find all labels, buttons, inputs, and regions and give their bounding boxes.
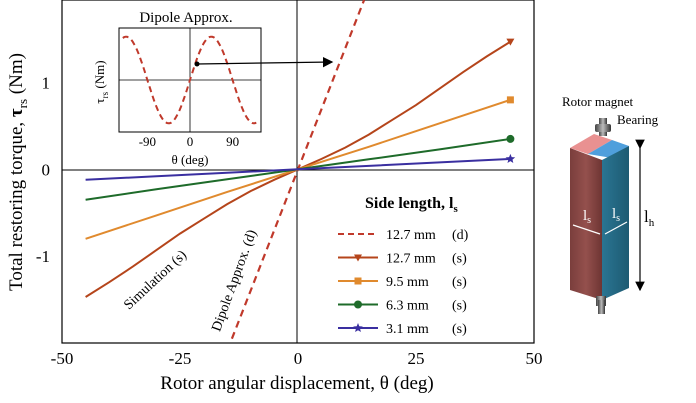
legend-label-2: 9.5 mm (386, 275, 429, 290)
legend-rows: 12.7 mm (d) 12.7 mm (s) 9.5 mm (s) 6.3 mm (s) 3.… (338, 228, 469, 337)
legend-label-3: 6.3 mm (386, 299, 429, 314)
ls-label-front: ls (583, 208, 591, 226)
annotation-simulation: Simulation (s) (121, 248, 190, 314)
side-face (602, 146, 629, 300)
legend-label-1: 12.7 mm (386, 252, 436, 267)
x-tick-layer: -50 -25 0 25 50 (51, 349, 543, 368)
legend: Side length, ls 12.7 mm (d) 12.7 mm (s) 9.5 … (338, 195, 469, 337)
inset-pointer-arrow (196, 56, 334, 68)
inset-x-tick-1: 0 (187, 134, 194, 149)
inset-pointer-dot (194, 61, 200, 67)
top-face-right (588, 140, 629, 158)
front-face (570, 148, 602, 300)
inset-x-tick-2: 90 (226, 134, 239, 149)
inset-title: Dipole Approx. (139, 10, 232, 26)
ls-arrow-front (572, 224, 601, 235)
x-tick-label-2: 0 (294, 349, 303, 368)
inset-sine-curve (122, 35, 257, 125)
plot-frame (61, 0, 535, 344)
legend-mode-2: (s) (452, 275, 467, 290)
y-tick-label-0: 1 (42, 73, 51, 92)
annotation-dipole: Dipole Approx. (d) (209, 228, 260, 334)
ls-label-side: ls (612, 206, 620, 224)
series-end-marker-3 (506, 134, 515, 143)
y-axis-symbol: τ (6, 108, 27, 117)
bottom-bearing (598, 300, 605, 314)
legend-mode-0: (d) (452, 228, 469, 243)
series-line-4 (85, 157, 511, 181)
legend-label-4: 3.1 mm (386, 322, 429, 337)
y-axis-label: Total restoring torque, τrs (Nm) (6, 53, 30, 291)
x-tick-label-3: 25 (408, 349, 425, 368)
inset-x-tick-0: -90 (139, 134, 156, 149)
inset-chart: Dipole Approx. -90 0 90 θ (deg) τrs (Nm) (92, 10, 262, 167)
series-end-marker-4 (505, 153, 516, 163)
inset-y-label: τrs (Nm) (92, 60, 110, 103)
legend-mode-1: (s) (452, 252, 467, 267)
top-face-left (570, 134, 612, 154)
y-axis-subscript: rs (15, 99, 30, 108)
bearing-label: Bearing (617, 112, 659, 127)
legend-mode-4: (s) (452, 322, 467, 337)
main-chart: -50 -25 0 25 50 1 0 -1 Rotor angular displacem… (6, 0, 543, 394)
legend-label-0: 12.7 mm (386, 228, 436, 243)
legend-marker-3 (354, 300, 362, 309)
rotor-diagram: Rotor magnet Bearing ls ls lh (562, 94, 659, 314)
x-tick-label-1: -25 (169, 349, 192, 368)
y-tick-label-2: -1 (36, 247, 50, 266)
legend-marker-1 (354, 254, 362, 262)
x-axis-label: Rotor angular displacement, θ (deg) (160, 373, 433, 394)
series-layer (85, 0, 516, 340)
legend-title: Side length, ls (365, 195, 458, 215)
y-tick-layer: 1 0 -1 (36, 73, 50, 266)
series-end-marker-1 (506, 38, 515, 46)
x-tick-label-4: 50 (526, 349, 543, 368)
top-bearing (595, 124, 611, 132)
legend-mode-3: (s) (452, 299, 467, 314)
legend-marker-4 (353, 323, 363, 332)
series-end-marker-2 (506, 96, 514, 104)
legend-marker-2 (354, 277, 362, 285)
lh-label: lh (644, 207, 655, 229)
inset-tick-layer: -90 0 90 (139, 134, 239, 149)
inset-x-label: θ (deg) (172, 152, 209, 167)
x-tick-label-0: -50 (51, 349, 74, 368)
y-tick-label-1: 0 (42, 160, 51, 179)
ls-arrow-side (604, 221, 628, 235)
rotor-magnet-label: Rotor magnet (562, 94, 634, 109)
